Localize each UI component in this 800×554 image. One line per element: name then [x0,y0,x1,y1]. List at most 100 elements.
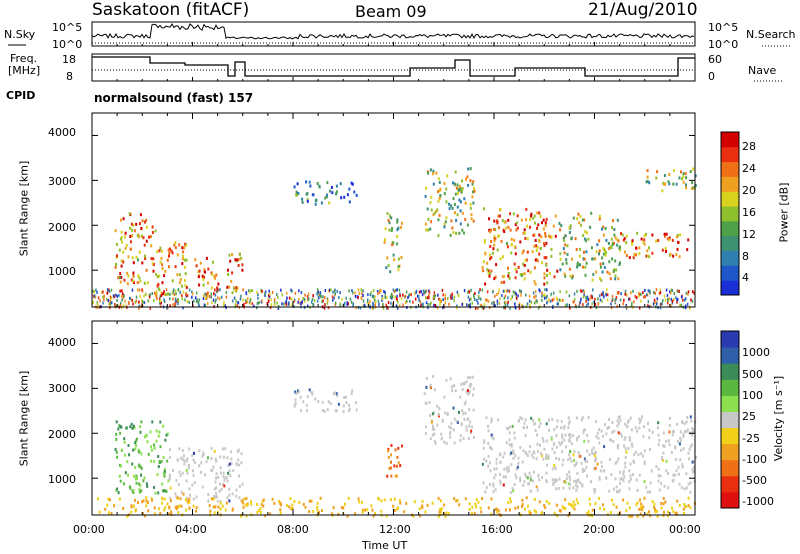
velocity-echo-cell [658,488,661,492]
velocity-echo-cell [472,393,474,397]
power-nearrange-cell [676,297,679,301]
velocity-echo-cell [298,390,301,394]
velocity-echo-cell [668,430,671,434]
power-echo-cell [469,179,472,183]
velocity-echo-cell [499,460,502,464]
power-echo-cell [124,235,126,239]
power-nearrange-cell [380,289,382,292]
power-echo-cell [582,257,585,261]
velocity-echo-cell [337,512,340,516]
power-nearrange-cell [234,302,237,306]
velocity-echo-cell [612,487,615,491]
velocity-echo-cell [262,498,265,502]
power-echo-cell [487,272,490,276]
power-nearrange-cell [351,289,353,292]
velocity-echo-cell [134,509,137,513]
velocity-echo-cell [521,460,524,464]
power-nearrange-cell [478,290,480,294]
velocity-echo-cell [192,458,195,462]
velocity-echo-cell [139,484,142,488]
power-nearrange-cell [158,297,161,301]
power-nearrange-cell [378,302,380,306]
velocity-echo-cell [635,478,638,482]
velocity-echo-cell [676,439,679,443]
power-nearrange-cell [632,289,634,293]
power-echo-cell [681,177,683,181]
velocity-echo-cell [399,464,402,467]
velocity-echo-cell [689,481,692,485]
power-echo-cell [462,231,465,235]
power-echo-cell [437,190,440,194]
velocity-echo-cell [335,409,338,413]
velocity-echo-cell [566,473,569,477]
velocity-echo-cell [624,461,627,465]
velocity-echo-cell [219,471,222,475]
power-nearrange-cell [273,298,276,302]
power-echo-cell [675,252,678,256]
velocity-echo-cell [485,416,488,420]
velocity-echo-cell [605,432,608,436]
power-echo-cell [152,257,155,261]
power-echo-cell [533,266,536,270]
velocity-echo-cell [640,452,643,456]
velocity-echo-cell [446,413,449,416]
power-nearrange-cell [131,288,134,292]
power-nearrange-cell [324,303,326,307]
velocity-echo-cell [116,455,119,459]
power-echo-cell [561,262,564,266]
power-echo-cell [542,218,545,222]
velocity-echo-cell [494,473,497,477]
velocity-echo-cell [687,451,690,455]
velocity-echo-cell [574,479,577,483]
power-nearrange-cell [196,298,198,302]
velocity-echo-cell [316,506,319,509]
power-echo-cell [691,181,694,185]
velocity-echo-cell [122,482,125,486]
power-echo-cell [598,214,601,218]
power-echo-cell [213,275,216,278]
power-echo-cell [522,262,525,266]
power-nearrange-cell [603,295,605,299]
power-echo-cell [466,223,469,227]
velocity-echo-cell [195,495,198,499]
velocity-echo-cell [688,448,691,451]
velocity-echo-cell [370,504,373,508]
power-echo-cell [492,247,495,251]
power-nearrange-cell [582,303,584,307]
velocity-echo-cell [624,436,627,440]
power-echo-cell [141,219,144,223]
power-echo-cell [550,248,553,251]
velocity-echo-cell [600,460,603,464]
velocity-echo-cell [667,439,670,443]
power-nearrange-cell [106,297,108,301]
power-echo-cell [157,287,160,291]
power-nearrange-cell [392,288,395,292]
velocity-echo-cell [450,385,453,389]
power-cb-tick-28: 28 [742,140,756,153]
power-nearrange-cell [156,297,158,301]
power-echo-cell [133,229,136,233]
power-echo-cell [583,257,586,261]
power-echo-cell [198,269,201,273]
power-echo-cell [181,262,184,266]
power-echo-cell [526,237,529,241]
power-echo-cell [590,211,593,215]
velocity-echo-cell [232,469,235,473]
velocity-echo-cell [250,502,253,506]
velocity-echo-cell [664,500,667,504]
vel-cb-tick-0: 1000 [742,346,770,359]
power-nearrange-cell [404,300,407,304]
velocity-echo-cell [256,510,259,514]
velocity-echo-cell [470,382,473,386]
velocity-echo-cell [689,444,692,448]
velocity-echo-cell [177,483,180,486]
power-nearrange-cell [121,298,123,302]
velocity-echo-cell [161,489,164,493]
power-echo-cell [548,271,551,275]
velocity-echo-cell [672,430,675,433]
power-echo-cell [450,219,453,223]
power-echo-cell [301,197,304,201]
power-echo-cell [493,227,495,231]
power-nearrange-cell [453,299,455,303]
power-nearrange-cell [234,289,237,292]
